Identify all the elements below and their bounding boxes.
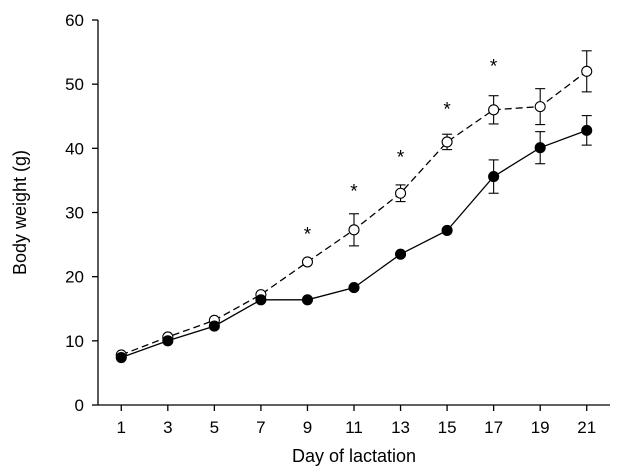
y-axis-title: Body weight (g) xyxy=(10,150,30,275)
data-point xyxy=(255,294,267,306)
x-tick-label: 21 xyxy=(577,418,596,437)
x-axis-title: Day of lactation xyxy=(292,446,416,466)
data-point xyxy=(488,171,500,183)
significance-marker: * xyxy=(490,56,498,77)
significance-marker: * xyxy=(304,225,312,246)
data-point xyxy=(534,101,546,113)
data-point xyxy=(441,224,453,237)
y-tick-label: 20 xyxy=(65,268,84,287)
data-point xyxy=(534,142,546,154)
x-tick-label: 3 xyxy=(163,418,172,437)
data-point xyxy=(581,124,593,136)
data-point xyxy=(208,320,220,332)
data-point xyxy=(348,282,360,294)
significance-marker: * xyxy=(397,148,405,169)
data-point xyxy=(394,248,407,260)
data-point xyxy=(581,65,593,77)
x-tick-label: 19 xyxy=(531,418,550,437)
series-layer xyxy=(115,50,593,364)
series-2 xyxy=(115,115,593,364)
y-tick-label: 50 xyxy=(65,75,84,94)
x-tick-label: 11 xyxy=(345,418,363,437)
x-tick-label: 9 xyxy=(303,418,312,437)
data-point xyxy=(441,136,453,148)
data-point xyxy=(394,187,407,199)
y-tick-label: 40 xyxy=(65,139,84,158)
x-tick-label: 13 xyxy=(391,418,410,437)
x-tick-label: 5 xyxy=(210,418,219,437)
x-tick-label: 15 xyxy=(438,418,457,437)
x-tick-label: 17 xyxy=(484,418,503,437)
data-point xyxy=(162,335,174,347)
y-tick-label: 60 xyxy=(65,11,84,30)
series-1 xyxy=(115,50,593,361)
x-tick-label: 7 xyxy=(256,418,265,437)
significance-marker: * xyxy=(350,182,358,203)
series-line xyxy=(121,70,588,356)
data-point xyxy=(348,224,360,236)
data-point xyxy=(301,256,314,268)
annotation-layer: * * * * * xyxy=(304,56,498,245)
y-tick-label: 10 xyxy=(65,332,84,351)
data-point xyxy=(301,294,314,306)
x-tick-label: 1 xyxy=(117,418,126,437)
data-point xyxy=(488,104,500,116)
significance-marker: * xyxy=(443,99,451,120)
y-tick-label: 30 xyxy=(65,204,84,223)
y-tick-label: 0 xyxy=(75,396,84,415)
data-point xyxy=(115,351,127,364)
